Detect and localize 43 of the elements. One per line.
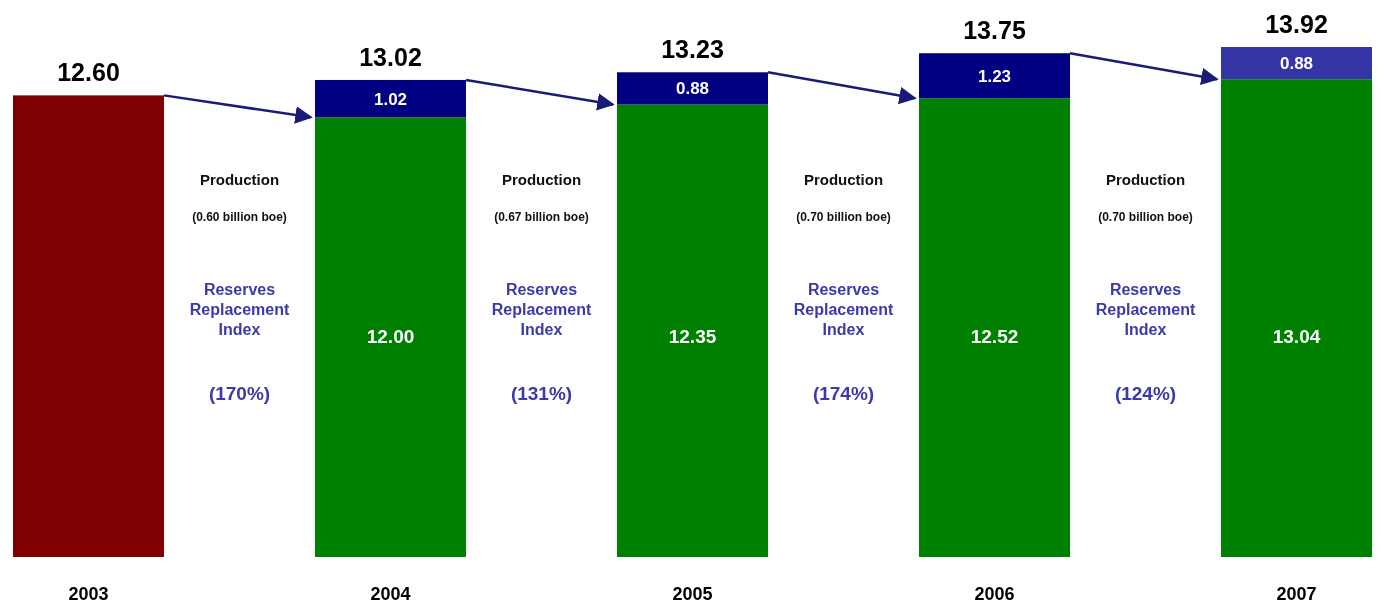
bar [919, 53, 1070, 99]
total-label: 13.92 [1265, 10, 1328, 38]
bar [919, 98, 1070, 557]
data-label: 1.02 [373, 89, 408, 109]
annotation: (0.67 billion boe) [494, 210, 589, 224]
annotation: Reserves Replacement Index [793, 281, 894, 338]
x-tick-label: 2006 [974, 584, 1015, 604]
annotation: Production [803, 171, 884, 188]
data-label: 0.88 [675, 79, 710, 99]
data-label: 0.88 [1279, 54, 1314, 74]
data-label: 13.04 [1272, 325, 1321, 347]
bar [315, 79, 466, 118]
annotation: (0.70 billion boe) [1098, 210, 1193, 224]
annotation: Production [501, 171, 582, 188]
data-label: 12.52 [970, 325, 1019, 347]
bar [617, 72, 768, 105]
data-label: 12.00 [366, 325, 415, 347]
x-tick-label: 2005 [672, 584, 713, 604]
bar [1221, 47, 1372, 80]
annotation: (124%) [1114, 383, 1177, 404]
total-label: 13.23 [661, 35, 724, 64]
x-tick-label: 2003 [68, 584, 109, 604]
annotation: Production [1105, 171, 1186, 188]
data-label: 12.35 [668, 325, 717, 347]
total-label: 13.02 [359, 42, 422, 71]
total-label: 12.60 [57, 58, 120, 87]
annotation: (131%) [510, 383, 573, 404]
x-tick-label: 2007 [1276, 584, 1317, 604]
bar [315, 117, 466, 557]
annotation: Reserves Replacement Index [491, 281, 592, 338]
annotation: (0.60 billion boe) [192, 210, 287, 224]
bar [1221, 79, 1372, 557]
bar [13, 95, 164, 557]
total-label: 13.75 [963, 16, 1026, 45]
annotation: (0.70 billion boe) [796, 210, 891, 224]
annotation: (170%) [208, 383, 271, 404]
data-label: 1.23 [977, 66, 1012, 86]
annotation: Reserves Replacement Index [1095, 281, 1196, 338]
annotation: Production [199, 171, 280, 188]
annotation: Reserves Replacement Index [189, 281, 290, 338]
bar [617, 104, 768, 557]
x-tick-label: 2004 [370, 584, 411, 604]
annotation: (174%) [812, 383, 875, 404]
